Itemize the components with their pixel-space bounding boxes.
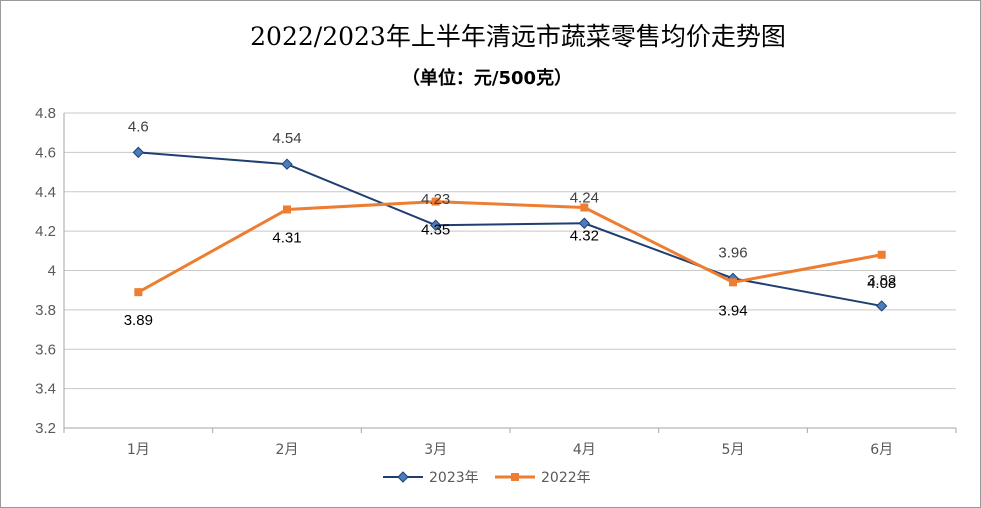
data-label: 3.82 (867, 272, 896, 289)
y-tick-label: 3.2 (35, 420, 56, 437)
data-point (877, 250, 886, 259)
legend: 2023年 2022年 (383, 470, 591, 486)
data-point (578, 217, 591, 229)
data-label: 3.89 (124, 312, 153, 329)
data-point (283, 205, 291, 214)
data-label: 4.31 (272, 229, 301, 246)
data-point (511, 473, 519, 481)
data-point (397, 471, 409, 483)
x-tick-label: 1月 (127, 442, 150, 458)
x-tick-label: 3月 (424, 442, 447, 458)
legend-label: 2022年 (541, 470, 591, 486)
data-point (132, 146, 145, 159)
data-label: 4.6 (128, 118, 149, 135)
x-tick-label: 2月 (276, 442, 299, 458)
data-point (281, 158, 293, 170)
axes (63, 113, 957, 433)
data-label: 4.54 (272, 130, 301, 147)
series-group (132, 146, 888, 312)
x-tick-label: 6月 (870, 442, 893, 458)
chart-title: 2022/2023年上半年清远市蔬菜零售均价走势图 (250, 22, 786, 51)
data-label: 4.23 (421, 191, 450, 208)
data-label: 4.24 (570, 189, 599, 206)
data-labels: 4.6 4.54 4.23 4.24 3.96 3.82 3.89 4.31 4.35 4.32 3… (124, 118, 897, 329)
x-tick-label: 4月 (573, 442, 596, 458)
gridlines (64, 112, 956, 429)
y-tick-label: 3.8 (35, 302, 56, 319)
data-point (580, 203, 589, 212)
y-tick-label: 3.4 (35, 381, 56, 398)
y-tick-label: 3.6 (35, 341, 56, 358)
x-axis-ticks: 1月 2月 3月 4月 5月 6月 (127, 442, 893, 458)
chart-subtitle: （单位：元/500克） (402, 67, 572, 89)
data-point (875, 300, 888, 312)
data-label: 3.96 (718, 244, 747, 261)
data-label: 4.32 (570, 228, 599, 245)
y-tick-label: 4.6 (35, 144, 56, 161)
series-line-2022 (137, 200, 882, 294)
data-label: 4.08 (867, 275, 896, 292)
data-point (729, 278, 737, 287)
y-tick-label: 4 (48, 263, 56, 280)
data-label: 3.94 (718, 302, 747, 319)
x-tick-label: 5月 (722, 442, 745, 458)
y-axis-ticks: 4.8 4.6 4.4 4.2 4 3.8 3.6 3.4 3.2 (35, 105, 56, 437)
y-tick-label: 4.2 (35, 223, 56, 240)
series-line-2023 (138, 151, 882, 307)
data-label: 4.35 (421, 222, 450, 239)
y-tick-label: 4.4 (35, 184, 56, 201)
data-point (431, 197, 440, 206)
y-tick-label: 4.8 (35, 105, 56, 122)
legend-label: 2023年 (429, 470, 479, 486)
data-point (429, 219, 442, 231)
data-point (134, 288, 143, 297)
